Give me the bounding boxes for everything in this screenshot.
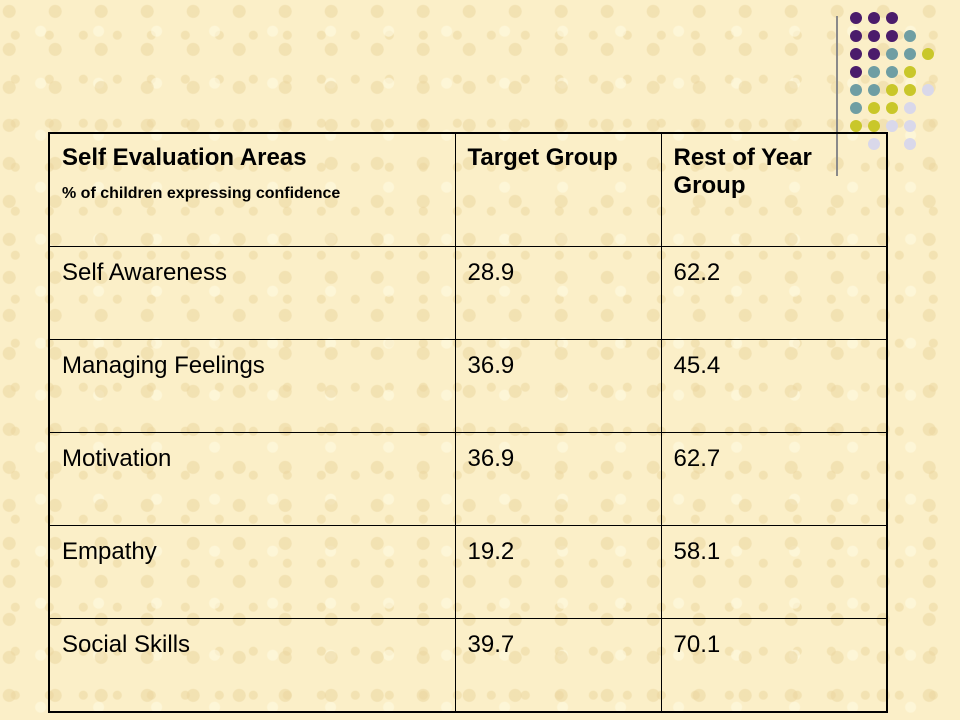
decorative-dot [850,102,862,114]
decorative-dot [886,84,898,96]
decorative-dot [886,66,898,78]
decorative-dot [904,138,916,150]
decorative-dot [904,120,916,132]
header-cell-areas: Self Evaluation Areas % of children expr… [48,132,456,247]
decorative-dot [904,48,916,60]
decorative-dot [850,12,862,24]
decorative-dot [868,84,880,96]
decorative-dot-grid [850,12,960,162]
decorative-dot [922,48,934,60]
table-row: Self Awareness 28.9 62.2 [48,246,888,340]
table-header-row: Self Evaluation Areas % of children expr… [48,132,888,247]
decorative-dot [886,12,898,24]
header-areas-subtitle: % of children expressing confidence [62,185,341,202]
decorative-dot [868,12,880,24]
target-value-cell: 36.9 [454,432,662,526]
table-row: Managing Feelings 36.9 45.4 [48,339,888,433]
area-cell: Motivation [48,432,456,526]
decorative-dot [868,48,880,60]
decorative-dot [886,48,898,60]
decorative-dot [850,120,862,132]
decorative-dot [868,120,880,132]
decorative-dot [904,102,916,114]
decorative-dot [850,66,862,78]
data-table-container: Self Evaluation Areas % of children expr… [48,132,888,713]
rest-value-cell: 45.4 [660,339,888,433]
table-row: Empathy 19.2 58.1 [48,525,888,619]
decorative-dot [922,84,934,96]
area-cell: Managing Feelings [48,339,456,433]
decorative-dot [868,66,880,78]
decorative-dot [850,84,862,96]
decorative-dot [886,102,898,114]
target-value-cell: 39.7 [454,618,662,713]
decorative-dot [904,66,916,78]
decorative-dot [850,30,862,42]
table-row: Social Skills 39.7 70.1 [48,618,888,713]
area-cell: Empathy [48,525,456,619]
decorative-dot [886,120,898,132]
rest-value-cell: 58.1 [660,525,888,619]
header-rest-of-year-group: Rest of Year Group [673,144,812,199]
area-cell: Self Awareness [48,246,456,340]
target-value-cell: 19.2 [454,525,662,619]
header-cell-rest: Rest of Year Group [660,132,888,247]
decorative-dot [868,30,880,42]
target-value-cell: 28.9 [454,246,662,340]
rest-value-cell: 62.2 [660,246,888,340]
decorative-dot [850,48,862,60]
self-evaluation-table: Self Evaluation Areas % of children expr… [48,132,888,713]
area-cell: Social Skills [48,618,456,713]
target-value-cell: 36.9 [454,339,662,433]
rest-value-cell: 70.1 [660,618,888,713]
decorative-dot [868,102,880,114]
decorative-vertical-line [836,16,838,176]
decorative-dot [904,30,916,42]
header-areas-title: Self Evaluation Areas [62,144,307,171]
rest-value-cell: 62.7 [660,432,888,526]
table-row: Motivation 36.9 62.7 [48,432,888,526]
header-target-group: Target Group [467,144,618,171]
decorative-dot [886,30,898,42]
decorative-dot [904,84,916,96]
header-cell-target: Target Group [454,132,662,247]
